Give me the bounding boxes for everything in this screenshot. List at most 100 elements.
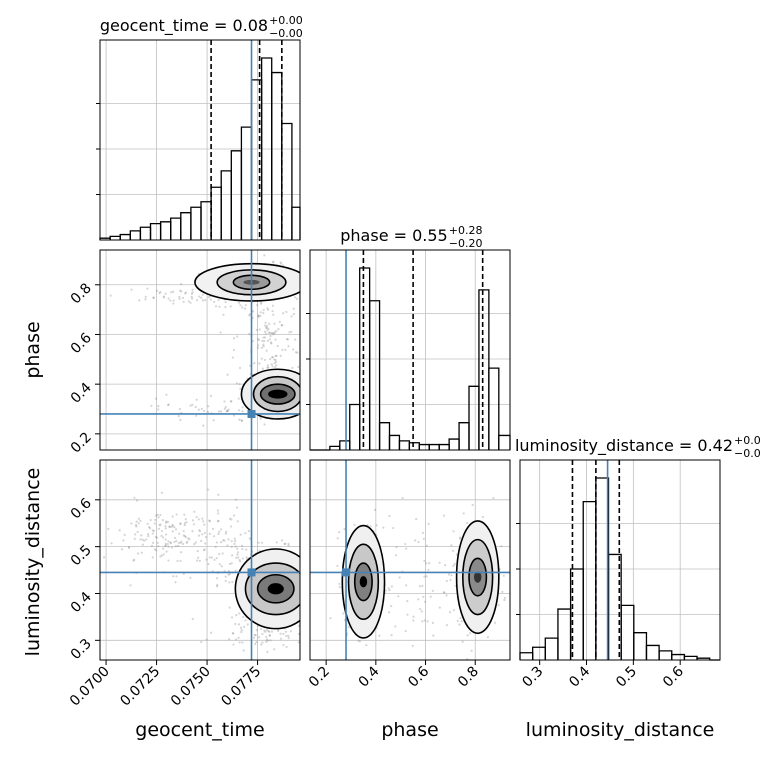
sample-point: [303, 588, 305, 590]
sample-point: [311, 624, 313, 626]
sample-point: [271, 365, 274, 368]
sample-point: [197, 534, 200, 537]
sample-point: [222, 313, 225, 316]
sample-point: [287, 345, 290, 348]
sample-point: [443, 564, 447, 567]
sample-point: [227, 538, 230, 541]
sample-point: [164, 533, 168, 536]
sample-point: [314, 395, 316, 397]
sample-point: [266, 339, 269, 343]
sample-point: [468, 632, 472, 635]
sample-point: [239, 304, 242, 307]
sample-point: [168, 525, 171, 528]
sample-point: [263, 423, 266, 426]
sample-point: [191, 288, 194, 291]
sample-point: [159, 290, 162, 294]
sample-point: [305, 589, 307, 591]
sample-point: [236, 520, 239, 523]
sample-point: [429, 595, 432, 598]
sample-point: [445, 594, 448, 597]
sample-point: [280, 637, 283, 640]
hist-bar: [519, 652, 534, 660]
sample-point: [244, 619, 247, 622]
sample-point: [182, 542, 185, 546]
sample-point: [204, 536, 208, 539]
hist-bar: [428, 443, 440, 450]
sample-point: [208, 556, 211, 559]
sample-point: [423, 575, 426, 578]
sample-point: [165, 520, 168, 523]
sample-point: [401, 497, 404, 500]
sample-point: [272, 333, 275, 336]
sample-point: [226, 409, 229, 412]
sample-point: [216, 519, 220, 523]
x-tick-label: 0.0775: [218, 664, 264, 710]
sample-point: [209, 394, 213, 397]
sample-point: [257, 315, 260, 318]
sample-point: [232, 337, 236, 340]
sample-point: [109, 294, 112, 297]
sample-point: [154, 514, 158, 517]
sample-point: [265, 640, 268, 643]
sample-point: [259, 314, 262, 317]
sample-point: [294, 351, 297, 354]
sample-point: [260, 301, 263, 304]
sample-point: [191, 617, 194, 621]
sample-point: [175, 513, 178, 516]
hist-bar: [378, 422, 391, 450]
sample-point: [183, 534, 186, 538]
sample-point: [203, 523, 206, 526]
sample-point: [172, 290, 175, 293]
sample-point: [268, 634, 271, 637]
sample-point: [502, 574, 505, 577]
sample-point: [268, 630, 271, 633]
sample-point: [421, 584, 424, 588]
sample-point: [154, 535, 157, 539]
sample-point: [162, 536, 165, 539]
sample-point: [200, 296, 203, 299]
sample-point: [265, 638, 269, 641]
sample-point: [353, 523, 356, 527]
sample-point: [224, 300, 227, 304]
sample-point: [216, 577, 219, 580]
sample-point: [442, 514, 446, 517]
sample-point: [239, 533, 242, 536]
ylabel-luminosity-distance: luminosity_distance: [22, 468, 44, 657]
sample-point: [199, 530, 202, 533]
sample-point: [218, 530, 221, 533]
sample-point: [268, 357, 272, 361]
hist-bar: [418, 443, 430, 450]
sample-point: [171, 524, 174, 527]
x-tick-label: 0.6: [405, 663, 432, 690]
hist-bar: [531, 646, 546, 660]
sample-point: [150, 544, 154, 547]
sample-point: [292, 307, 295, 310]
sample-point: [200, 539, 203, 543]
panel-frame: [99, 39, 301, 241]
sample-point: [500, 545, 503, 548]
sample-point: [135, 520, 138, 523]
sample-point: [265, 349, 268, 352]
sample-point: [210, 631, 213, 634]
sample-point: [265, 326, 268, 330]
hist-bar: [200, 201, 212, 240]
sample-point: [177, 414, 180, 418]
sample-point: [164, 521, 168, 524]
sample-point: [145, 538, 148, 541]
sample-point: [241, 547, 244, 551]
sample-point: [185, 521, 188, 524]
sample-point: [208, 520, 212, 523]
sample-point: [384, 589, 387, 592]
sample-point: [404, 630, 407, 633]
sample-point: [266, 329, 269, 332]
sample-point: [177, 544, 180, 547]
sample-point: [296, 351, 299, 354]
x-tick-label: 0.4: [566, 663, 593, 690]
sample-point: [294, 296, 297, 299]
sample-point: [445, 579, 448, 583]
sample-point: [146, 533, 150, 536]
sample-point: [263, 254, 266, 257]
sample-point: [257, 541, 260, 544]
sample-point: [202, 548, 206, 552]
sample-point: [311, 603, 313, 605]
